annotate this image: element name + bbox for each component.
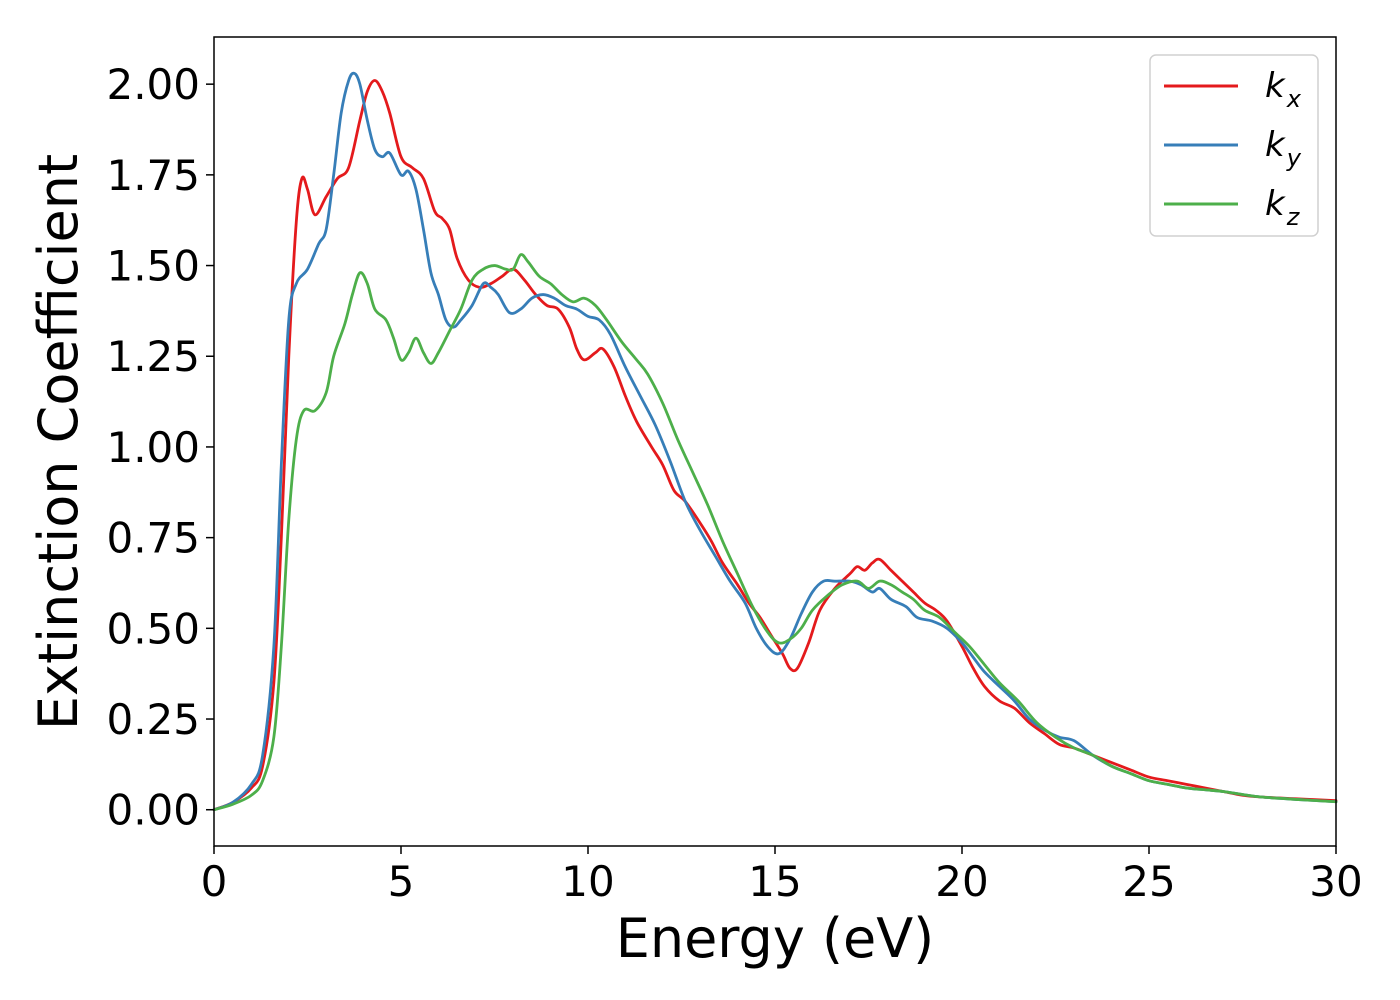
y-axis-label: Extinction Coefficient	[27, 154, 90, 730]
y-tick-label-7: 1.75	[106, 151, 200, 200]
legend-label-k-z: kz	[1265, 184, 1301, 231]
series-line-k-x	[212, 79, 1338, 812]
legend-label-k-x: kx	[1265, 66, 1302, 113]
x-axis-label: Energy (eV)	[616, 907, 935, 970]
y-axis-ticks: 0.00 0.25 0.50 0.75 1.00 1.25 1.50 1.75 2.00	[106, 60, 214, 835]
x-tick-label-0: 0	[201, 857, 228, 906]
legend-label-sub-0: x	[1286, 85, 1302, 113]
y-tick-label-3: 0.75	[106, 514, 200, 563]
x-tick-label-1: 5	[388, 857, 415, 906]
series-layer	[212, 71, 1338, 812]
legend-label-main-1: k	[1265, 125, 1286, 165]
y-tick-label-0: 0.00	[106, 786, 200, 835]
x-tick-label-4: 20	[935, 857, 988, 906]
y-tick-label-5: 1.25	[106, 332, 200, 381]
series-line-k-y	[212, 71, 1338, 812]
x-axis-ticks: 0 5 10 15 20 25 30	[201, 846, 1363, 906]
y-tick-label-8: 2.00	[106, 60, 200, 109]
y-tick-label-2: 0.50	[106, 604, 200, 653]
x-tick-label-6: 30	[1309, 857, 1362, 906]
y-tick-label-1: 0.25	[106, 695, 200, 744]
legend-label-main-0: k	[1265, 66, 1286, 106]
legend-label-sub-1: y	[1286, 144, 1302, 172]
legend-label-k-y: ky	[1265, 125, 1302, 172]
x-tick-label-5: 25	[1122, 857, 1175, 906]
x-tick-label-2: 10	[561, 857, 614, 906]
legend-label-sub-2: z	[1286, 203, 1301, 231]
legend-label-main-2: k	[1265, 184, 1286, 224]
y-tick-label-6: 1.50	[106, 242, 200, 291]
series-line-k-z	[212, 253, 1338, 812]
y-tick-label-4: 1.00	[106, 423, 200, 472]
x-tick-label-3: 15	[748, 857, 801, 906]
